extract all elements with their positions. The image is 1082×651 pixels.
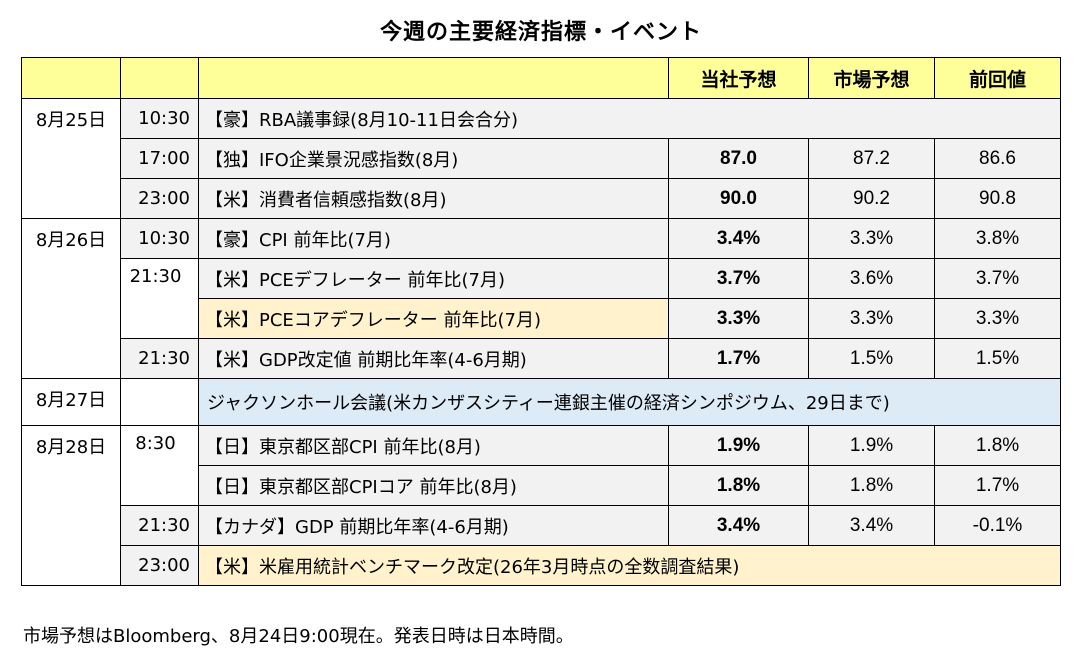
- previous-value: -0.1%: [934, 505, 1061, 546]
- previous-value: 1.7%: [934, 465, 1061, 506]
- own-forecast-value: 3.3%: [668, 298, 809, 339]
- market-forecast-value: 90.2: [808, 178, 935, 219]
- indicator-name: 【米】米雇用統計ベンチマーク改定(26年3月時点の全数調査結果): [198, 545, 1061, 586]
- previous-value: 86.6: [934, 138, 1061, 179]
- time-cell: 17:00: [120, 138, 199, 179]
- time-cell: [120, 378, 199, 426]
- own-forecast-value: 87.0: [668, 138, 809, 179]
- time-cell: 8:30: [120, 425, 199, 506]
- indicator-name: 【米】消費者信頼感指数(8月): [198, 178, 669, 219]
- table-row: 21:30 【米】PCEデフレーター 前年比(7月) 3.7% 3.6% 3.7…: [22, 258, 1061, 339]
- indicator-name: 【日】東京都区部CPIコア 前年比(8月): [198, 465, 669, 506]
- indicator-table: 当社予想 市場予想 前回値 8月25日 10:30 【豪】RBA議事録(8月10…: [21, 57, 1061, 586]
- own-forecast-value: 3.7%: [668, 258, 809, 299]
- indicator-name: 【米】PCEデフレーター 前年比(7月): [198, 258, 669, 299]
- footnote: 市場予想はBloomberg、8月24日9:00現在。発表日時は日本時間。: [23, 626, 574, 647]
- table-row: 【日】東京都区部CPIコア 前年比(8月) 1.8% 1.8% 1.7%: [22, 465, 1061, 506]
- date-cell: 8月28日: [21, 425, 121, 586]
- header-row: 当社予想 市場予想 前回値: [21, 57, 1061, 99]
- market-forecast-value: 1.9%: [808, 425, 935, 466]
- header-previous: 前回値: [934, 57, 1061, 99]
- own-forecast-value: 1.9%: [668, 425, 809, 466]
- market-forecast-value: 3.3%: [808, 298, 935, 339]
- own-forecast-value: 90.0: [668, 178, 809, 219]
- indicator-name: 【カナダ】GDP 前期比年率(4-6月期): [198, 505, 669, 546]
- market-forecast-value: 3.6%: [808, 258, 935, 299]
- table-row: 8月25日 10:30 【豪】RBA議事録(8月10-11日会合分): [21, 98, 1061, 219]
- header-own-forecast: 当社予想: [668, 57, 809, 99]
- previous-value: 3.3%: [934, 298, 1061, 339]
- event-name: ジャクソンホール会議(米カンザスシティー連銀主催の経済シンポジウム、29日まで): [198, 378, 1061, 426]
- table-row: 21:30 【カナダ】GDP 前期比年率(4-6月期) 3.4% 3.4% -0…: [22, 505, 1061, 546]
- date-cell: 8月26日: [21, 218, 121, 379]
- time-cell: 23:00: [120, 545, 199, 586]
- time-cell: 21:30: [120, 258, 199, 339]
- table-row: 8月28日 8:30 【日】東京都区部CPI 前年比(8月) 1.9% 1.9%…: [21, 425, 1061, 586]
- header-market-forecast: 市場予想: [808, 57, 935, 99]
- previous-value: 1.8%: [934, 425, 1061, 466]
- indicator-name: 【日】東京都区部CPI 前年比(8月): [198, 425, 669, 466]
- header-date-cell: [21, 57, 121, 99]
- time-cell: 21:30: [120, 505, 199, 546]
- own-forecast-value: 1.8%: [668, 465, 809, 506]
- table-row: 8月27日 ジャクソンホール会議(米カンザスシティー連銀主催の経済シンポジウム、…: [21, 378, 1061, 426]
- table-row: 【米】PCEコアデフレーター 前年比(7月) 3.3% 3.3% 3.3%: [22, 298, 1061, 339]
- time-cell: 21:30: [120, 338, 199, 379]
- date-cell: 8月25日: [21, 98, 121, 219]
- table-row: 23:00 【米】米雇用統計ベンチマーク改定(26年3月時点の全数調査結果): [22, 545, 1061, 586]
- indicator-name: 【豪】CPI 前年比(7月): [198, 218, 669, 259]
- time-cell: 10:30: [120, 218, 199, 259]
- indicator-name: 【米】GDP改定値 前期比年率(4-6月期): [198, 338, 669, 379]
- previous-value: 1.5%: [934, 338, 1061, 379]
- date-cell: 8月27日: [21, 378, 121, 426]
- market-forecast-value: 3.3%: [808, 218, 935, 259]
- time-cell: 23:00: [120, 178, 199, 219]
- table-row: 21:30 【米】GDP改定値 前期比年率(4-6月期) 1.7% 1.5% 1…: [22, 338, 1061, 379]
- market-forecast-value: 3.4%: [808, 505, 935, 546]
- header-time-cell: [120, 57, 199, 99]
- previous-value: 90.8: [934, 178, 1061, 219]
- time-cell: 10:30: [120, 98, 199, 139]
- table-row: 17:00 【独】IFO企業景況感指数(8月) 87.0 87.2 86.6: [22, 138, 1061, 179]
- indicator-name: 【豪】RBA議事録(8月10-11日会合分): [198, 98, 1061, 139]
- table-row: 23:00 【米】消費者信頼感指数(8月) 90.0 90.2 90.8: [22, 178, 1061, 219]
- own-forecast-value: 3.4%: [668, 505, 809, 546]
- table-row: 8月26日 10:30 【豪】CPI 前年比(7月) 3.4% 3.3% 3.8…: [21, 218, 1061, 379]
- header-name-cell: [198, 57, 669, 99]
- own-forecast-value: 3.4%: [668, 218, 809, 259]
- market-forecast-value: 1.8%: [808, 465, 935, 506]
- market-forecast-value: 87.2: [808, 138, 935, 179]
- indicator-name: 【米】PCEコアデフレーター 前年比(7月): [198, 298, 669, 339]
- indicator-name: 【独】IFO企業景況感指数(8月): [198, 138, 669, 179]
- market-forecast-value: 1.5%: [808, 338, 935, 379]
- previous-value: 3.7%: [934, 258, 1061, 299]
- previous-value: 3.8%: [934, 218, 1061, 259]
- page-title: 今週の主要経済指標・イベント: [379, 20, 702, 45]
- own-forecast-value: 1.7%: [668, 338, 809, 379]
